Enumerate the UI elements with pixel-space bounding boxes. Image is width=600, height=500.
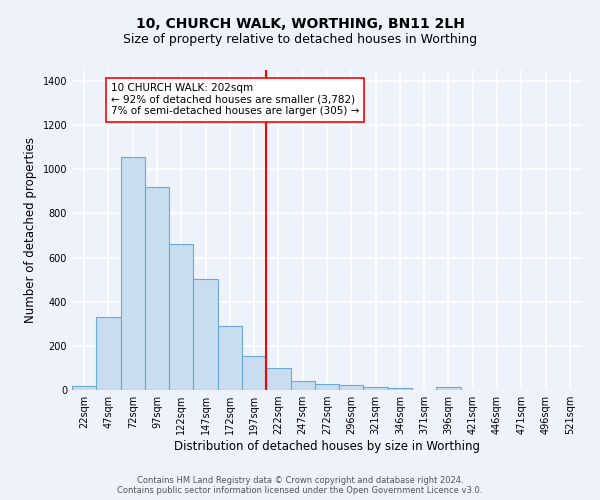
Text: Size of property relative to detached houses in Worthing: Size of property relative to detached ho…: [123, 32, 477, 46]
Bar: [218, 326, 242, 390]
X-axis label: Distribution of detached houses by size in Worthing: Distribution of detached houses by size …: [174, 440, 480, 453]
Text: 10 CHURCH WALK: 202sqm
← 92% of detached houses are smaller (3,782)
7% of semi-d: 10 CHURCH WALK: 202sqm ← 92% of detached…: [111, 83, 359, 116]
Y-axis label: Number of detached properties: Number of detached properties: [24, 137, 37, 323]
Bar: [290, 380, 315, 390]
Bar: [121, 157, 145, 390]
Bar: [193, 278, 218, 390]
Bar: [388, 388, 412, 390]
Bar: [436, 386, 461, 390]
Bar: [315, 384, 339, 390]
Text: 10, CHURCH WALK, WORTHING, BN11 2LH: 10, CHURCH WALK, WORTHING, BN11 2LH: [136, 18, 464, 32]
Text: Contains HM Land Registry data © Crown copyright and database right 2024.
Contai: Contains HM Land Registry data © Crown c…: [118, 476, 482, 495]
Bar: [242, 356, 266, 390]
Bar: [169, 244, 193, 390]
Bar: [266, 368, 290, 390]
Bar: [339, 385, 364, 390]
Bar: [145, 187, 169, 390]
Bar: [364, 386, 388, 390]
Bar: [72, 386, 96, 390]
Bar: [96, 317, 121, 390]
